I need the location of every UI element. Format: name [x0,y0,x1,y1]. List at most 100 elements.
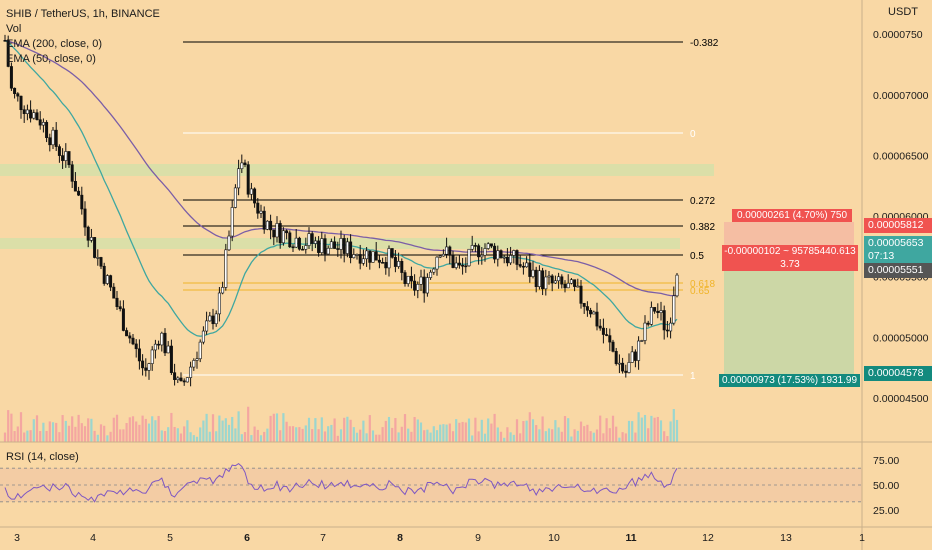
candle-body [592,311,596,315]
stop-label: 0.00000973 (17.53%) 1931.99 [719,374,860,387]
volume-bar [195,436,199,442]
candle-body [672,295,676,324]
volume-bar [579,421,583,442]
candle-body [627,362,631,373]
volume-bar [173,426,176,442]
date-tick-label: 3 [14,532,20,544]
candle-body [262,210,266,230]
candle-body [659,310,663,313]
volume-bar [189,432,192,442]
volume-bar [519,433,522,442]
volume-bar [618,437,621,442]
candle-body [595,311,599,327]
volume-bar [448,423,451,442]
indicator-ema200[interactable]: EMA (200, close, 0) [6,38,102,50]
candle-body [470,245,474,250]
pnl-label: -0.00000102 ~ 95785440.613 3.73 [722,245,858,271]
volume-bar [515,419,519,442]
volume-bar [55,422,58,442]
volume-bar [359,429,362,442]
volume-bar [51,422,55,442]
candle-body [115,297,119,307]
candle-body [256,202,260,214]
candle-body [614,351,618,364]
candle-body [461,264,465,267]
volume-bar [176,428,179,442]
candle-body [429,271,433,278]
volume-bar [291,426,295,442]
volume-bar [243,432,247,442]
volume-bar [122,429,125,442]
candle-body [336,248,340,250]
volume-bar [16,426,19,442]
candle-body [525,262,529,268]
candle-body [537,270,541,287]
volume-bar [221,420,224,442]
candle-body [70,164,74,182]
candle-body [275,223,279,238]
candle-body [541,270,545,290]
candle-body [390,248,394,258]
indicator-ema50[interactable]: EMA (50, close, 0) [6,53,96,65]
volume-bar [381,427,384,442]
candle-body [550,275,554,284]
volume-bar [554,420,557,442]
volume-bar [19,412,23,442]
volume-bar [256,429,259,442]
volume-bar [410,431,413,442]
candle-body [61,155,65,161]
volume-bar [330,424,333,442]
volume-bar [263,431,266,442]
volume-bar [208,431,211,442]
volume-bars [3,406,679,442]
volume-bar [461,421,464,442]
candle-body [457,262,461,266]
date-tick-label: 4 [90,532,96,544]
candle-body [109,275,113,288]
candle-body [86,226,90,241]
volume-bar [115,414,119,442]
volume-bar [547,428,551,442]
candle-body [377,259,381,263]
candle-body [176,377,180,380]
date-tick-label: 7 [320,532,326,544]
volume-bar [67,425,71,442]
candle-body [137,348,141,362]
candle-body [169,345,173,373]
candle-body [342,238,346,254]
volume-bar [659,420,663,442]
volume-bar [301,428,304,442]
candle-body [499,250,503,258]
candle-body [368,250,372,263]
ema50-line [4,39,678,337]
symbol-title[interactable]: SHIB / TetherUS, 1h, BINANCE [6,8,160,20]
volume-bar [48,421,51,442]
volume-bar [650,415,653,442]
rsi-tick-label: 75.00 [873,455,899,467]
candle-body [192,360,196,368]
volume-bar [621,432,624,442]
volume-bar [151,416,154,442]
volume-bar [23,432,26,442]
candle-body [512,250,516,256]
candle-body [201,330,205,343]
volume-bar [365,433,368,442]
candle-body [435,256,439,270]
candle-body [198,341,202,360]
volume-bar [58,432,61,442]
volume-bar [154,420,157,442]
candle-body [403,272,407,284]
candle-body [253,188,257,204]
volume-bar [573,429,576,442]
rsi-title[interactable]: RSI (14, close) [6,451,79,463]
volume-bar [563,416,567,442]
volume-bar [576,430,579,442]
candle-body [669,322,673,332]
volume-bar [295,427,298,442]
candle-body [240,162,244,170]
candle-body [118,306,122,310]
indicator-vol[interactable]: Vol [6,23,22,35]
volume-bar [570,436,573,442]
